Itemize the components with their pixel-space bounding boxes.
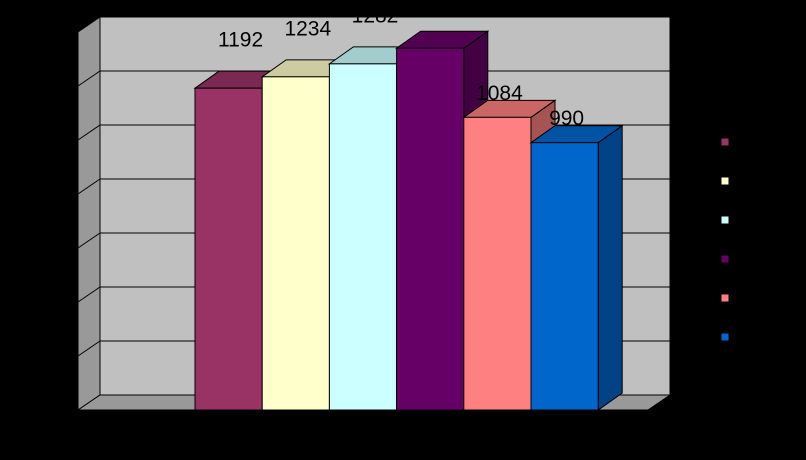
y-tick-label: 1200	[25, 74, 72, 97]
value-label: 990	[549, 107, 584, 130]
grid-line	[77, 286, 101, 303]
y-tick-label: 800	[37, 182, 72, 205]
y-tick-label: 1000	[25, 128, 72, 151]
y-tick-label: 0	[60, 398, 72, 421]
legend-swatch	[720, 176, 730, 186]
bar	[328, 63, 398, 411]
y-tick-label: 1400	[25, 20, 72, 43]
legend-swatch	[720, 137, 730, 147]
bar	[194, 87, 263, 411]
value-label: 1234	[284, 17, 331, 40]
value-label: 1282	[352, 4, 399, 27]
bar	[463, 116, 532, 411]
value-label: 1340	[419, 0, 466, 12]
legend-swatch	[720, 293, 730, 303]
value-label: 1192	[218, 29, 263, 52]
grid-line	[77, 340, 101, 357]
legend-swatch	[720, 332, 730, 342]
value-label: 1084	[476, 82, 523, 105]
legend-swatch	[720, 215, 730, 225]
y-tick-label: 400	[37, 290, 72, 313]
left-wall	[77, 16, 101, 411]
legend-swatch	[720, 254, 730, 264]
y-tick-label: 600	[37, 236, 72, 259]
bar-side	[597, 124, 623, 411]
grid-line	[77, 178, 101, 195]
grid-line	[77, 124, 101, 141]
grid-line	[77, 70, 101, 87]
bar	[530, 142, 599, 411]
y-tick-label: 200	[37, 344, 72, 367]
bar	[396, 47, 465, 411]
grid-line	[77, 232, 101, 249]
bar	[261, 76, 330, 411]
